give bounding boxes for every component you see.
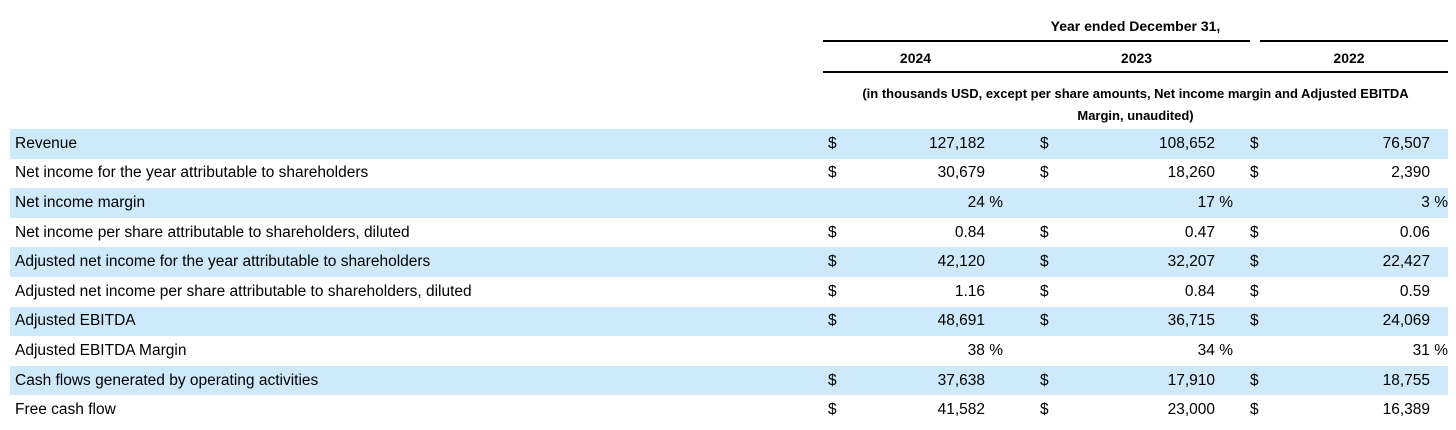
value-1: 0.47 xyxy=(1184,223,1215,241)
value-2: 0.06 xyxy=(1399,223,1430,241)
value-1: 0.84 xyxy=(1184,282,1215,300)
currency-symbol-2: $ xyxy=(1250,134,1259,152)
financial-summary-table: Year ended December 31, 2024 2023 2022 (… xyxy=(10,0,1448,425)
header-rule-2022 xyxy=(1260,40,1448,42)
column-header-2023: 2023 xyxy=(1120,50,1153,66)
value-2: 22,427 xyxy=(1382,253,1430,271)
value-2: 3 % xyxy=(1421,193,1448,211)
row-label: Adjusted EBITDA xyxy=(15,312,136,330)
value-1: 17 % xyxy=(1197,193,1233,211)
table-row: Adjusted EBITDA $ 48,691 $ 36,715 $ 24,0… xyxy=(10,306,1448,337)
value-0: 48,691 xyxy=(937,312,985,330)
units-note-line-1: (in thousands USD, except per share amou… xyxy=(862,86,1409,101)
value-2: 18,755 xyxy=(1382,371,1430,389)
table-row: Free cash flow $ 41,582 $ 23,000 $ 16,38… xyxy=(10,395,1448,425)
currency-symbol-1: $ xyxy=(1040,134,1049,152)
row-label: Net income margin xyxy=(15,193,146,211)
value-0: 41,582 xyxy=(937,401,985,419)
currency-symbol-0: $ xyxy=(828,371,837,389)
value-0: 30,679 xyxy=(937,164,985,182)
currency-symbol-0: $ xyxy=(828,164,837,182)
value-2: 24,069 xyxy=(1382,312,1430,330)
currency-symbol-2: $ xyxy=(1250,253,1259,271)
table-row: Net income margin 24 % 17 % 3 % xyxy=(10,188,1448,218)
table-row: Net income per share attributable to sha… xyxy=(10,217,1448,248)
row-label: Adjusted EBITDA Margin xyxy=(15,341,187,359)
row-label: Adjusted net income for the year attribu… xyxy=(15,253,431,271)
table-row: Cash flows generated by operating activi… xyxy=(10,365,1448,396)
currency-symbol-2: $ xyxy=(1250,164,1259,182)
value-1: 17,910 xyxy=(1167,371,1215,389)
row-label: Adjusted net income per share attributab… xyxy=(15,282,472,300)
column-header-2022: 2022 xyxy=(1333,50,1365,66)
currency-symbol-0: $ xyxy=(828,134,837,152)
value-0: 37,638 xyxy=(937,371,985,389)
currency-symbol-2: $ xyxy=(1250,401,1259,419)
value-0: 24 % xyxy=(967,193,1003,211)
table-row: Revenue $ 127,182 $ 108,652 $ 76,507 xyxy=(10,129,1448,159)
currency-symbol-0: $ xyxy=(828,253,837,271)
value-2: 0.59 xyxy=(1399,282,1430,300)
currency-symbol-1: $ xyxy=(1040,253,1049,271)
currency-symbol-0: $ xyxy=(828,312,837,330)
currency-symbol-1: $ xyxy=(1040,312,1049,330)
units-note-line-2: Margin, unaudited) xyxy=(1077,107,1194,123)
row-label: Free cash flow xyxy=(15,401,116,419)
table-rows: Revenue $ 127,182 $ 108,652 $ 76,507 Net… xyxy=(10,129,1448,425)
value-2: 16,389 xyxy=(1382,401,1430,419)
value-2: 31 % xyxy=(1412,341,1448,359)
value-1: 32,207 xyxy=(1167,253,1215,271)
currency-symbol-1: $ xyxy=(1040,164,1049,182)
currency-symbol-2: $ xyxy=(1250,223,1259,241)
value-2: 76,507 xyxy=(1382,134,1430,152)
header-rule-full xyxy=(823,71,1448,73)
currency-symbol-2: $ xyxy=(1250,312,1259,330)
table-row: Adjusted EBITDA Margin 38 % 34 % 31 % xyxy=(10,336,1448,366)
value-0: 1.16 xyxy=(954,282,985,300)
currency-symbol-0: $ xyxy=(828,282,837,300)
value-0: 38 % xyxy=(967,341,1003,359)
value-0: 127,182 xyxy=(928,134,985,152)
currency-symbol-0: $ xyxy=(828,223,837,241)
value-1: 18,260 xyxy=(1167,164,1215,182)
currency-symbol-1: $ xyxy=(1040,282,1049,300)
value-2: 2,390 xyxy=(1391,164,1430,182)
value-1: 108,652 xyxy=(1158,134,1215,152)
row-label: Net income for the year attributable to … xyxy=(15,164,369,182)
currency-symbol-1: $ xyxy=(1040,223,1049,241)
currency-symbol-1: $ xyxy=(1040,371,1049,389)
value-1: 36,715 xyxy=(1167,312,1215,330)
currency-symbol-2: $ xyxy=(1250,371,1259,389)
column-header-2024: 2024 xyxy=(899,50,932,66)
table-row: Adjusted net income for the year attribu… xyxy=(10,247,1448,277)
currency-symbol-0: $ xyxy=(828,401,837,419)
currency-symbol-1: $ xyxy=(1040,401,1049,419)
value-1: 23,000 xyxy=(1167,401,1215,419)
value-0: 0.84 xyxy=(954,223,985,241)
table-row: Net income for the year attributable to … xyxy=(10,158,1448,189)
table-period-title: Year ended December 31, xyxy=(1050,18,1221,34)
row-label: Net income per share attributable to sha… xyxy=(15,223,410,241)
table-row: Adjusted net income per share attributab… xyxy=(10,276,1448,307)
row-label: Cash flows generated by operating activi… xyxy=(15,371,319,389)
value-1: 34 % xyxy=(1197,341,1233,359)
row-label: Revenue xyxy=(15,134,78,152)
value-0: 42,120 xyxy=(937,253,985,271)
header-rule-2024-2023 xyxy=(823,40,1250,42)
currency-symbol-2: $ xyxy=(1250,282,1259,300)
units-note: (in thousands USD, except per share amou… xyxy=(823,83,1448,126)
